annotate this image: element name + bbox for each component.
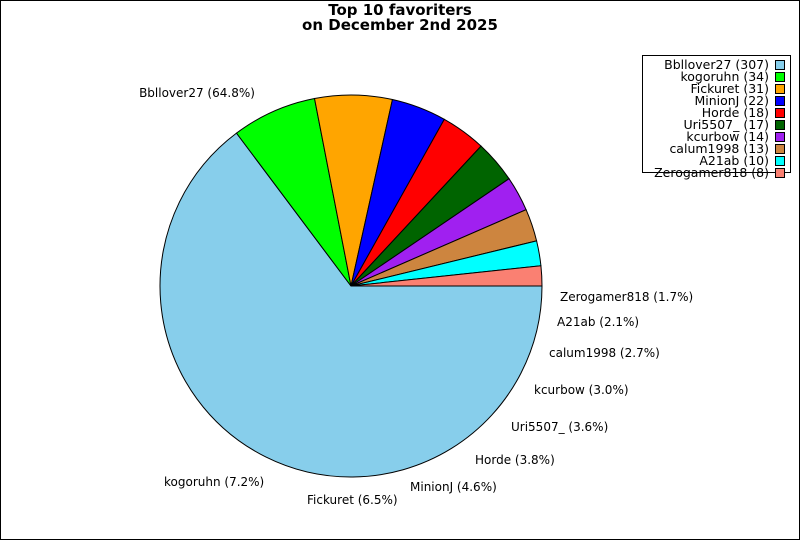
legend-swatch	[775, 96, 785, 106]
legend-label: MinionJ (22)	[694, 93, 769, 108]
legend-item: Bbllover27 (307)	[643, 57, 785, 72]
legend-swatch	[775, 60, 785, 70]
legend-item: A21ab (10)	[643, 153, 785, 168]
legend-item: kcurbow (14)	[643, 129, 785, 144]
legend-item: Uri5507_ (17)	[643, 117, 785, 132]
legend-label: Fickuret (31)	[690, 81, 770, 96]
legend-label: A21ab (10)	[699, 153, 769, 168]
legend-swatch	[775, 108, 785, 118]
legend-item: calum1998 (13)	[643, 141, 785, 156]
legend-item: Fickuret (31)	[643, 81, 785, 96]
slice-label-a21ab: A21ab (2.1%)	[557, 315, 639, 329]
pie-slices	[159, 94, 543, 478]
slice-label-kogoruhn: kogoruhn (7.2%)	[164, 475, 264, 489]
slice-label-fickuret: Fickuret (6.5%)	[307, 493, 398, 507]
legend-swatch	[775, 144, 785, 154]
legend-label: kcurbow (14)	[686, 129, 769, 144]
chart-title: Top 10 favoriters on December 2nd 2025	[1, 3, 799, 33]
legend: Bbllover27 (307) kogoruhn (34) Fickuret (3…	[642, 55, 791, 179]
legend-item: kogoruhn (34)	[643, 69, 785, 84]
legend-swatch	[775, 156, 785, 166]
legend-label: Uri5507_ (17)	[683, 117, 769, 132]
legend-item: Horde (18)	[643, 105, 785, 120]
chart-title-line-2: on December 2nd 2025	[302, 16, 498, 34]
legend-swatch	[775, 72, 785, 82]
slice-label-horde: Horde (3.8%)	[475, 453, 555, 467]
pie-slice-bbllover27	[159, 132, 543, 478]
slice-label-bbllover27: Bbllover27 (64.8%)	[139, 86, 255, 100]
slice-labels: Bbllover27 (64.8%) kogoruhn (7.2%) Fickure…	[139, 86, 693, 507]
slice-label-calum1998: calum1998 (2.7%)	[549, 346, 660, 360]
legend-label: calum1998 (13)	[669, 141, 769, 156]
slice-label-kcurbow: kcurbow (3.0%)	[534, 383, 629, 397]
legend-swatch	[775, 132, 785, 142]
legend-label: Horde (18)	[701, 105, 769, 120]
slice-label-zerogamer818: Zerogamer818 (1.7%)	[560, 290, 693, 304]
legend-label: Bbllover27 (307)	[664, 57, 769, 72]
slice-label-uri5507-: Uri5507_ (3.6%)	[511, 420, 608, 434]
legend-swatch	[775, 120, 785, 130]
legend-label: Zerogamer818 (8)	[654, 165, 769, 180]
legend-item: Zerogamer818 (8)	[643, 165, 785, 180]
legend-swatch	[775, 168, 785, 178]
legend-swatch	[775, 84, 785, 94]
pie-slice-zerogamer818	[350, 265, 543, 287]
legend-label: kogoruhn (34)	[680, 69, 769, 84]
slice-label-minionj: MinionJ (4.6%)	[410, 480, 497, 494]
legend-item: MinionJ (22)	[643, 93, 785, 108]
chart-title-line-1: Top 10 favoriters	[328, 1, 472, 19]
